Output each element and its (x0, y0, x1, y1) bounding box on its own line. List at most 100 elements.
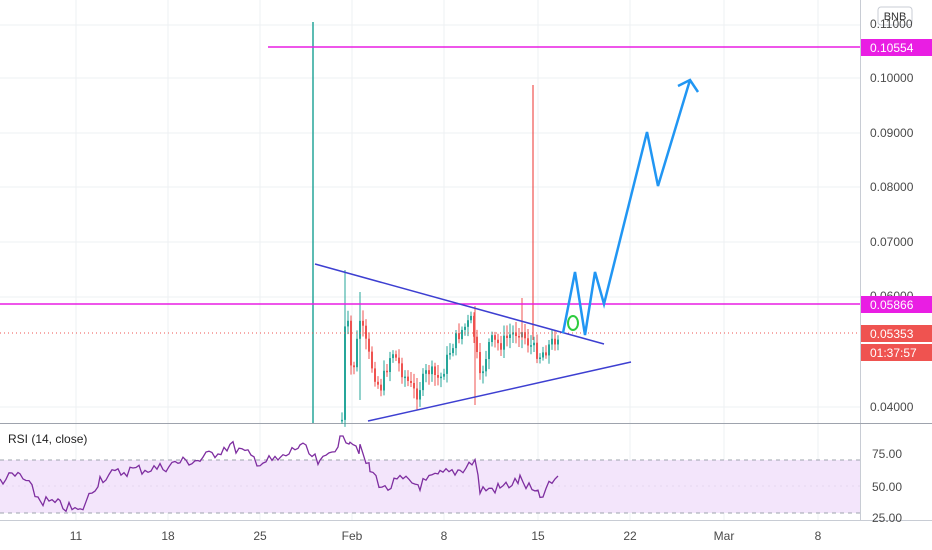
candle-body (437, 375, 439, 378)
time-tick: 22 (623, 529, 637, 543)
candle-body (485, 359, 487, 372)
candle-body (440, 376, 442, 379)
price-tick: 0.09000 (870, 126, 914, 140)
candle-body (503, 335, 505, 350)
symbol-badge: BNB (884, 11, 907, 23)
candlestick-series (341, 270, 559, 427)
triangle-upper-trendline[interactable] (314, 263, 605, 345)
price-tick: 0.04000 (870, 400, 914, 414)
candle-body (452, 348, 454, 354)
candle-body (368, 338, 370, 352)
candle-body (434, 366, 436, 376)
price-tick: 0.11000 (870, 17, 913, 31)
candle-body (539, 357, 541, 359)
rsi-tick: 75.00 (872, 447, 902, 461)
countdown-text: 01:37:57 (870, 346, 917, 360)
projection-path[interactable] (561, 79, 692, 336)
candle-body (533, 342, 535, 346)
candle-body (389, 358, 391, 373)
candle-body (356, 338, 358, 368)
candle-body (446, 354, 448, 374)
candle-body (482, 371, 484, 374)
candle-body (536, 342, 538, 359)
candle-body (470, 315, 472, 321)
rsi-tick: 25.00 (872, 511, 902, 525)
candle-body (386, 370, 388, 373)
candle-body (530, 345, 532, 347)
candle-body (431, 366, 433, 375)
countdown-tag: 01:37:57 (861, 344, 932, 361)
candle-body (347, 320, 349, 327)
breakout-marker[interactable] (567, 315, 579, 331)
price-axis[interactable]: 0.11000 0.10000 0.09000 0.08000 0.07000 … (870, 17, 914, 414)
candle-body (473, 315, 475, 337)
time-tick: 25 (253, 529, 267, 543)
time-tick: 11 (70, 529, 83, 543)
time-tick: Feb (342, 529, 363, 543)
candle-body (455, 333, 457, 349)
candle-body (476, 336, 478, 353)
candle-body (464, 326, 466, 330)
candle-body (350, 320, 352, 366)
candle-body (509, 334, 511, 338)
candle-body (410, 380, 412, 383)
candle-body (494, 335, 496, 340)
candle-body (422, 373, 424, 391)
rsi-tick: 50.00 (872, 480, 902, 494)
candle-body (371, 351, 373, 369)
time-axis[interactable]: 11 18 25 Feb 8 15 22 Mar 8 (70, 529, 822, 543)
candle-body (380, 384, 382, 391)
triangle-lower-trendline[interactable] (367, 361, 632, 422)
price-tag-lower-text: 0.05866 (870, 298, 914, 312)
candle-body (404, 376, 406, 379)
candle-body (524, 332, 526, 339)
candle-body (557, 339, 559, 345)
time-tick: 18 (161, 529, 175, 543)
projection-arrowhead (677, 78, 700, 93)
candle-body (551, 338, 553, 345)
candle-body (542, 352, 544, 358)
price-tick: 0.10000 (870, 71, 914, 85)
time-grid (75, 0, 819, 520)
price-tick: 0.07000 (870, 235, 914, 249)
price-tag-upper-text: 0.10554 (870, 41, 914, 55)
symbol-badge-box[interactable] (877, 6, 913, 26)
candle-body (341, 419, 343, 422)
rsi-title[interactable]: RSI (14, close) (8, 432, 87, 446)
rsi-line (0, 435, 559, 513)
time-tick: 8 (441, 529, 448, 543)
candle-body (527, 338, 529, 346)
price-tick: 0.08000 (870, 180, 914, 194)
candle-body (491, 335, 493, 343)
candle-body (353, 365, 355, 368)
candle-body (374, 368, 376, 382)
candle-body (500, 343, 502, 350)
candle-body (479, 352, 481, 374)
candle-body (416, 388, 418, 400)
candle-body (488, 342, 490, 360)
candle-body (425, 370, 427, 374)
time-tick: 15 (531, 529, 545, 543)
price-grid (0, 24, 860, 408)
candle-body (407, 376, 409, 381)
candle-body (401, 363, 403, 378)
candle-body (419, 390, 421, 400)
rsi-axis[interactable]: 75.00 50.00 25.00 (872, 447, 902, 525)
candle-body (497, 339, 499, 344)
candle-body (362, 320, 364, 326)
candle-body (518, 336, 520, 338)
candle-body (413, 382, 415, 389)
candle-body (515, 332, 517, 337)
candle-body (395, 354, 397, 358)
candle-body (449, 353, 451, 355)
candle-body (398, 357, 400, 364)
candle-body (458, 333, 460, 340)
candle-body (383, 370, 385, 391)
time-tick: Mar (714, 529, 735, 543)
price-tag-last-text: 0.05353 (870, 327, 914, 341)
price-tag-lower-level: 0.05866 (861, 296, 932, 313)
rsi-band (0, 460, 860, 513)
candle-body (545, 352, 547, 356)
price-tag-upper-level: 0.10554 (861, 39, 932, 56)
